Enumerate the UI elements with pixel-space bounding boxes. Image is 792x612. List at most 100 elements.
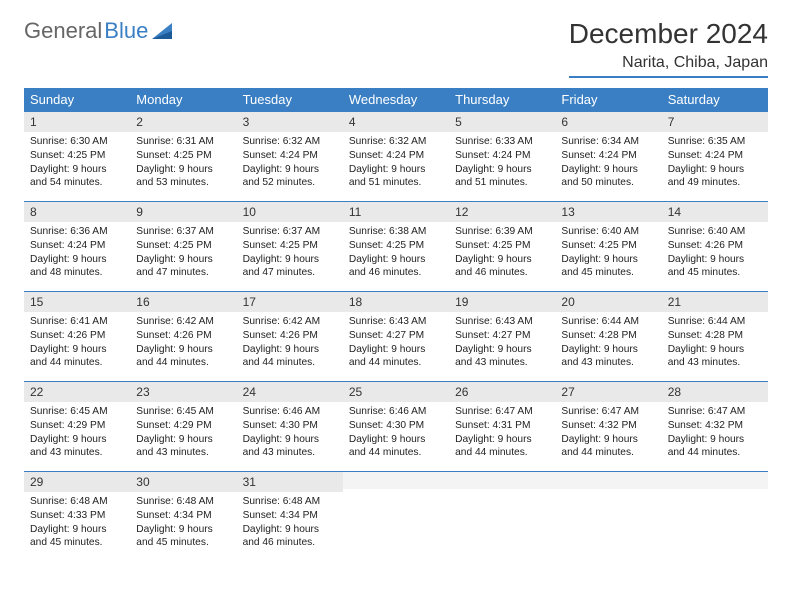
day-body: Sunrise: 6:47 AMSunset: 4:31 PMDaylight:… bbox=[449, 402, 555, 466]
sunrise-line: Sunrise: 6:39 AM bbox=[455, 225, 549, 239]
sunrise-line: Sunrise: 6:47 AM bbox=[668, 405, 762, 419]
day-number: 2 bbox=[130, 111, 236, 132]
day-number: 26 bbox=[449, 381, 555, 402]
daylight-line: Daylight: 9 hours and 51 minutes. bbox=[349, 163, 443, 191]
empty-daybody bbox=[343, 489, 449, 539]
day-body: Sunrise: 6:46 AMSunset: 4:30 PMDaylight:… bbox=[237, 402, 343, 466]
day-number: 21 bbox=[662, 291, 768, 312]
sunset-line: Sunset: 4:27 PM bbox=[455, 329, 549, 343]
weekday-header: Wednesday bbox=[343, 88, 449, 111]
sunset-line: Sunset: 4:25 PM bbox=[136, 239, 230, 253]
day-number: 3 bbox=[237, 111, 343, 132]
day-body: Sunrise: 6:30 AMSunset: 4:25 PMDaylight:… bbox=[24, 132, 130, 196]
calendar-row: 29Sunrise: 6:48 AMSunset: 4:33 PMDayligh… bbox=[24, 471, 768, 561]
sunset-line: Sunset: 4:24 PM bbox=[30, 239, 124, 253]
sunset-line: Sunset: 4:33 PM bbox=[30, 509, 124, 523]
weekday-header: Monday bbox=[130, 88, 236, 111]
day-number: 4 bbox=[343, 111, 449, 132]
daylight-line: Daylight: 9 hours and 46 minutes. bbox=[349, 253, 443, 281]
sunset-line: Sunset: 4:26 PM bbox=[136, 329, 230, 343]
day-body: Sunrise: 6:37 AMSunset: 4:25 PMDaylight:… bbox=[237, 222, 343, 286]
calendar-cell: 2Sunrise: 6:31 AMSunset: 4:25 PMDaylight… bbox=[130, 111, 236, 201]
sunset-line: Sunset: 4:27 PM bbox=[349, 329, 443, 343]
day-number: 8 bbox=[24, 201, 130, 222]
sunrise-line: Sunrise: 6:48 AM bbox=[136, 495, 230, 509]
sunset-line: Sunset: 4:28 PM bbox=[668, 329, 762, 343]
sunrise-line: Sunrise: 6:33 AM bbox=[455, 135, 549, 149]
sunrise-line: Sunrise: 6:46 AM bbox=[349, 405, 443, 419]
sunset-line: Sunset: 4:25 PM bbox=[455, 239, 549, 253]
sunrise-line: Sunrise: 6:35 AM bbox=[668, 135, 762, 149]
daylight-line: Daylight: 9 hours and 45 minutes. bbox=[136, 523, 230, 551]
weekday-header: Saturday bbox=[662, 88, 768, 111]
sunrise-line: Sunrise: 6:45 AM bbox=[136, 405, 230, 419]
daylight-line: Daylight: 9 hours and 44 minutes. bbox=[349, 433, 443, 461]
sunrise-line: Sunrise: 6:48 AM bbox=[243, 495, 337, 509]
empty-daynum bbox=[555, 471, 661, 489]
calendar-cell: 28Sunrise: 6:47 AMSunset: 4:32 PMDayligh… bbox=[662, 381, 768, 471]
sunset-line: Sunset: 4:34 PM bbox=[243, 509, 337, 523]
empty-daybody bbox=[555, 489, 661, 539]
weekday-header: Thursday bbox=[449, 88, 555, 111]
calendar-cell: 5Sunrise: 6:33 AMSunset: 4:24 PMDaylight… bbox=[449, 111, 555, 201]
day-number: 13 bbox=[555, 201, 661, 222]
daylight-line: Daylight: 9 hours and 43 minutes. bbox=[136, 433, 230, 461]
sunrise-line: Sunrise: 6:31 AM bbox=[136, 135, 230, 149]
weekday-header: Sunday bbox=[24, 88, 130, 111]
day-number: 15 bbox=[24, 291, 130, 312]
calendar-cell: 17Sunrise: 6:42 AMSunset: 4:26 PMDayligh… bbox=[237, 291, 343, 381]
day-number: 12 bbox=[449, 201, 555, 222]
weekday-header-row: Sunday Monday Tuesday Wednesday Thursday… bbox=[24, 88, 768, 111]
day-body: Sunrise: 6:43 AMSunset: 4:27 PMDaylight:… bbox=[343, 312, 449, 376]
sunrise-line: Sunrise: 6:37 AM bbox=[136, 225, 230, 239]
day-number: 9 bbox=[130, 201, 236, 222]
sunrise-line: Sunrise: 6:30 AM bbox=[30, 135, 124, 149]
sunrise-line: Sunrise: 6:38 AM bbox=[349, 225, 443, 239]
daylight-line: Daylight: 9 hours and 47 minutes. bbox=[243, 253, 337, 281]
brand-logo: General Blue bbox=[24, 18, 174, 44]
calendar-cell: 18Sunrise: 6:43 AMSunset: 4:27 PMDayligh… bbox=[343, 291, 449, 381]
sunrise-line: Sunrise: 6:40 AM bbox=[668, 225, 762, 239]
daylight-line: Daylight: 9 hours and 43 minutes. bbox=[668, 343, 762, 371]
calendar-cell: 31Sunrise: 6:48 AMSunset: 4:34 PMDayligh… bbox=[237, 471, 343, 561]
calendar-cell: 15Sunrise: 6:41 AMSunset: 4:26 PMDayligh… bbox=[24, 291, 130, 381]
day-body: Sunrise: 6:32 AMSunset: 4:24 PMDaylight:… bbox=[343, 132, 449, 196]
day-number: 17 bbox=[237, 291, 343, 312]
day-number: 16 bbox=[130, 291, 236, 312]
day-body: Sunrise: 6:44 AMSunset: 4:28 PMDaylight:… bbox=[555, 312, 661, 376]
sunset-line: Sunset: 4:26 PM bbox=[668, 239, 762, 253]
daylight-line: Daylight: 9 hours and 44 minutes. bbox=[243, 343, 337, 371]
calendar-cell: 27Sunrise: 6:47 AMSunset: 4:32 PMDayligh… bbox=[555, 381, 661, 471]
day-number: 23 bbox=[130, 381, 236, 402]
daylight-line: Daylight: 9 hours and 49 minutes. bbox=[668, 163, 762, 191]
daylight-line: Daylight: 9 hours and 43 minutes. bbox=[30, 433, 124, 461]
calendar-table: Sunday Monday Tuesday Wednesday Thursday… bbox=[24, 88, 768, 561]
weekday-header: Tuesday bbox=[237, 88, 343, 111]
day-number: 19 bbox=[449, 291, 555, 312]
sunset-line: Sunset: 4:25 PM bbox=[30, 149, 124, 163]
sunset-line: Sunset: 4:26 PM bbox=[30, 329, 124, 343]
calendar-row: 1Sunrise: 6:30 AMSunset: 4:25 PMDaylight… bbox=[24, 111, 768, 201]
day-number: 18 bbox=[343, 291, 449, 312]
sunrise-line: Sunrise: 6:43 AM bbox=[455, 315, 549, 329]
sunset-line: Sunset: 4:24 PM bbox=[349, 149, 443, 163]
day-body: Sunrise: 6:39 AMSunset: 4:25 PMDaylight:… bbox=[449, 222, 555, 286]
calendar-cell: 19Sunrise: 6:43 AMSunset: 4:27 PMDayligh… bbox=[449, 291, 555, 381]
sunrise-line: Sunrise: 6:46 AM bbox=[243, 405, 337, 419]
empty-daynum bbox=[449, 471, 555, 489]
calendar-cell: 14Sunrise: 6:40 AMSunset: 4:26 PMDayligh… bbox=[662, 201, 768, 291]
day-body: Sunrise: 6:45 AMSunset: 4:29 PMDaylight:… bbox=[130, 402, 236, 466]
day-body: Sunrise: 6:41 AMSunset: 4:26 PMDaylight:… bbox=[24, 312, 130, 376]
sunset-line: Sunset: 4:31 PM bbox=[455, 419, 549, 433]
sunset-line: Sunset: 4:29 PM bbox=[30, 419, 124, 433]
day-body: Sunrise: 6:36 AMSunset: 4:24 PMDaylight:… bbox=[24, 222, 130, 286]
daylight-line: Daylight: 9 hours and 48 minutes. bbox=[30, 253, 124, 281]
calendar-cell: 7Sunrise: 6:35 AMSunset: 4:24 PMDaylight… bbox=[662, 111, 768, 201]
calendar-cell: 3Sunrise: 6:32 AMSunset: 4:24 PMDaylight… bbox=[237, 111, 343, 201]
calendar-cell: 9Sunrise: 6:37 AMSunset: 4:25 PMDaylight… bbox=[130, 201, 236, 291]
day-number: 31 bbox=[237, 471, 343, 492]
day-number: 10 bbox=[237, 201, 343, 222]
sunset-line: Sunset: 4:26 PM bbox=[243, 329, 337, 343]
calendar-cell bbox=[662, 471, 768, 561]
day-number: 20 bbox=[555, 291, 661, 312]
